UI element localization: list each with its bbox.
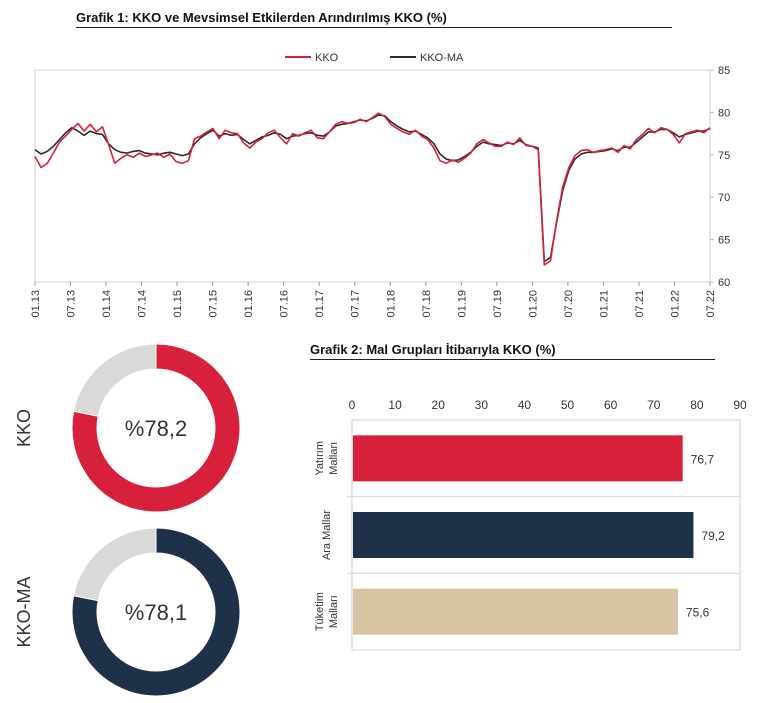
x-tick-label: 01.21	[598, 290, 610, 318]
x-tick-label: 50	[561, 398, 575, 412]
x-tick-label: 01.19	[456, 290, 468, 318]
category-label-line: Malları	[328, 442, 340, 475]
bar-value-label: 76,7	[691, 452, 715, 466]
donut-center-value: %78,2	[125, 416, 187, 441]
donut-side-label: KKO-MA	[14, 576, 34, 647]
bar	[353, 512, 694, 558]
bar-plot-frame	[351, 419, 741, 651]
y-tick-label: 60	[718, 277, 730, 289]
x-tick-label: 60	[604, 398, 618, 412]
x-tick-label: 20	[432, 398, 446, 412]
x-tick-label: 01.15	[172, 290, 184, 318]
x-tick-label: 30	[475, 398, 489, 412]
donut-slice-value	[71, 527, 241, 697]
x-tick-label: 40	[518, 398, 532, 412]
donut-slice-remainder	[73, 527, 157, 602]
series-line-kko	[34, 112, 711, 266]
legend-label: KKO	[315, 52, 339, 64]
x-tick-label: 01.14	[101, 290, 113, 318]
y-tick-label: 70	[718, 192, 730, 204]
x-tick-label: 07.20	[563, 290, 575, 318]
x-tick-label: 01.20	[527, 290, 539, 318]
category-label-line: Malları	[328, 595, 340, 628]
x-tick-label: 07.15	[208, 290, 220, 318]
donut-chart-kko: %78,2 KKO	[14, 343, 241, 513]
category-label-line: Tüketim	[314, 592, 326, 631]
donut-side-label: KKO	[14, 409, 34, 447]
x-tick-label: 0	[349, 398, 356, 412]
donut-slice-remainder	[73, 343, 157, 417]
x-tick-label: 90	[733, 398, 747, 412]
donut-center-value: %78,1	[125, 600, 187, 625]
x-tick-label: 80	[690, 398, 704, 412]
y-tick-label: 65	[718, 235, 730, 247]
line-chart: 60 65 70 75 80 85 01.13 07.13 01.14 07.14 01.15 07.…	[30, 52, 730, 318]
x-tick-label: 10	[388, 398, 402, 412]
y-tick-label: 80	[718, 107, 730, 119]
plot-frame	[34, 69, 711, 283]
x-tick-label: 07.14	[137, 290, 149, 318]
x-tick-label: 07.22	[705, 290, 717, 318]
chart1-title: Grafik 1: KKO ve Mevsimsel Etkilerden Ar…	[76, 10, 672, 28]
y-tick-label: 75	[718, 150, 730, 162]
x-tick-label: 07.16	[279, 290, 291, 318]
category-label-line: Ara Mallar	[321, 510, 333, 560]
bar	[353, 435, 683, 482]
x-tick-label: 07.19	[492, 290, 504, 318]
donut-chart-kko-ma: %78,1 KKO-MA	[14, 527, 241, 697]
legend-label: KKO-MA	[420, 52, 464, 64]
donut-slice-value	[71, 343, 241, 513]
y-tick-label: 85	[718, 65, 730, 77]
bar-value-label: 79,2	[701, 529, 725, 543]
category-label-line: Yatırım	[314, 441, 326, 476]
category-label: Yatırım Malları	[314, 441, 340, 476]
x-tick-label: 07.17	[350, 290, 362, 318]
x-tick-label: 70	[647, 398, 661, 412]
x-tick-label: 01.13	[30, 290, 42, 318]
chart2-title: Grafik 2: Mal Grupları İtibarıyla KKO (%…	[310, 342, 715, 360]
x-tick-label: 01.16	[243, 290, 255, 318]
category-label: Tüketim Malları	[314, 592, 340, 631]
x-tick-label: 07.21	[634, 290, 646, 318]
x-tick-label: 01.18	[385, 290, 397, 318]
category-label: Ara Mallar	[321, 510, 333, 560]
bar	[353, 588, 678, 635]
x-tick-label: 07.13	[66, 290, 78, 318]
x-tick-label: 07.18	[421, 290, 433, 318]
bar-value-label: 75,6	[686, 606, 710, 620]
x-tick-label: 01.17	[314, 290, 326, 318]
x-tick-label: 01.22	[669, 290, 681, 318]
